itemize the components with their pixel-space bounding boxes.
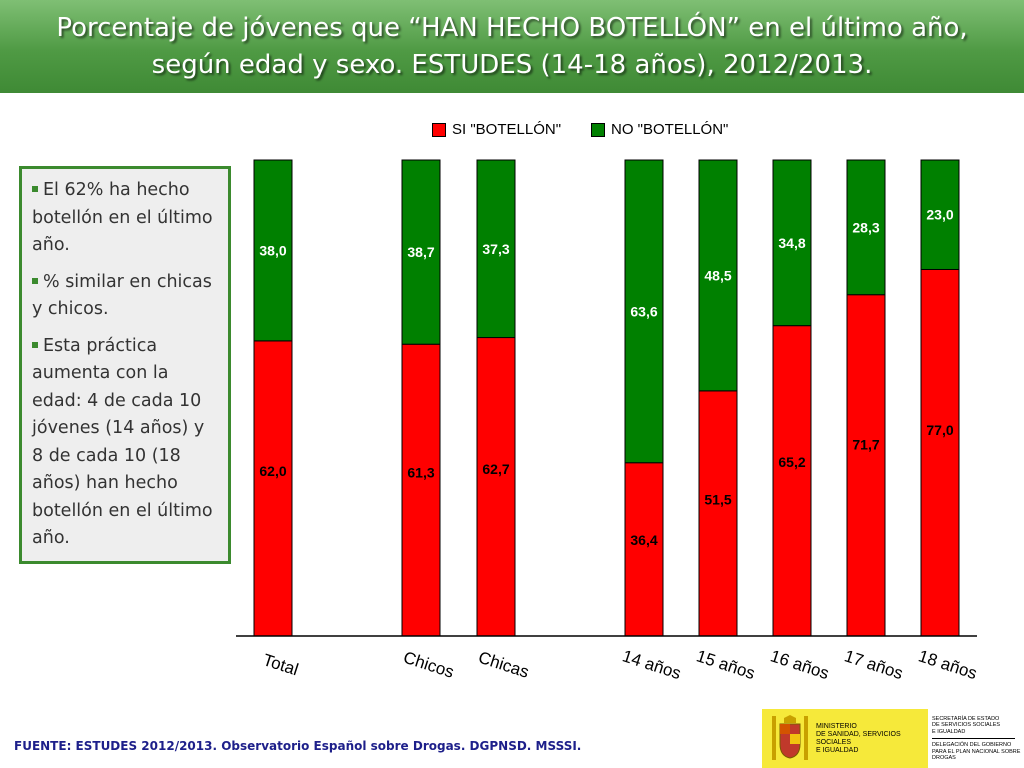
category-label: Total xyxy=(261,650,301,679)
bar-si xyxy=(624,462,664,637)
category-label: 14 años xyxy=(620,646,683,683)
legend-swatch-si xyxy=(432,122,446,137)
bar-no xyxy=(772,159,812,327)
data-label-si: 71,7 xyxy=(852,436,879,452)
bar-no xyxy=(476,159,516,339)
bar-si xyxy=(401,343,441,637)
bar-si xyxy=(846,294,886,637)
data-label-si: 65,2 xyxy=(778,454,805,470)
data-label-no: 38,7 xyxy=(407,244,434,260)
data-label-no: 34,8 xyxy=(778,235,805,251)
legend-swatch-no xyxy=(591,122,606,137)
data-label-no: 37,3 xyxy=(482,241,509,257)
bullet-item: El 62% ha hecho botellón en el último añ… xyxy=(32,180,213,255)
square-bullet-icon xyxy=(32,341,38,348)
category-label: 17 años xyxy=(842,646,905,683)
bullet-item: Esta práctica aumenta con la edad: 4 de … xyxy=(32,335,213,548)
legend-item-no: NO "BOTELLÓN" xyxy=(591,121,728,138)
category-label: 18 años xyxy=(916,646,979,683)
summary-box: El 62% ha hecho botellón en el último añ… xyxy=(19,166,231,564)
data-label-si: 62,0 xyxy=(259,463,286,479)
data-label-si: 61,3 xyxy=(407,465,434,481)
bullet-item: % similar en chicas y chicos. xyxy=(32,271,212,319)
square-bullet-icon xyxy=(32,277,38,284)
bar-no xyxy=(624,159,664,464)
chart-legend: SI "BOTELLÓN" NO "BOTELLÓN" xyxy=(432,121,758,138)
ministry-name: MINISTERIO DE SANIDAD, SERVICIOS SOCIALE… xyxy=(816,722,901,754)
category-label: 16 años xyxy=(768,646,831,683)
bar-no xyxy=(253,159,293,342)
bar-no xyxy=(846,159,886,296)
data-label-no: 23,0 xyxy=(926,207,953,223)
data-label-si: 77,0 xyxy=(926,422,953,438)
data-label-no: 38,0 xyxy=(259,242,286,258)
bar-no xyxy=(920,159,960,270)
ministry-logo: MINISTERIO DE SANIDAD, SERVICIOS SOCIALE… xyxy=(762,709,1024,768)
bar-si xyxy=(476,337,516,637)
square-bullet-icon xyxy=(32,186,38,192)
bar-no xyxy=(401,159,441,345)
coat-of-arms-icon xyxy=(772,714,808,760)
bar-si xyxy=(698,390,738,637)
source-note: FUENTE: ESTUDES 2012/2013. Observatorio … xyxy=(14,739,582,753)
category-label: 15 años xyxy=(694,646,757,683)
bar-si xyxy=(772,325,812,637)
page-title: Porcentaje de jóvenes que “HAN HECHO BOT… xyxy=(56,12,968,80)
data-label-no: 28,3 xyxy=(852,219,879,235)
data-label-si: 51,5 xyxy=(704,491,731,507)
legend-label-no: NO "BOTELLÓN" xyxy=(611,121,729,138)
legend-item-si: SI "BOTELLÓN" xyxy=(432,121,561,138)
data-label-no: 48,5 xyxy=(704,267,731,283)
data-label-si: 36,4 xyxy=(630,532,657,548)
data-label-si: 62,7 xyxy=(482,461,509,477)
category-label: Chicos xyxy=(401,648,456,682)
title-bar: Porcentaje de jóvenes que “HAN HECHO BOT… xyxy=(0,0,1024,93)
bar-si xyxy=(253,340,293,637)
legend-label-si: SI "BOTELLÓN" xyxy=(452,121,562,138)
data-label-no: 63,6 xyxy=(630,303,657,319)
category-label: Chicas xyxy=(476,648,531,682)
bar-no xyxy=(698,159,738,392)
logo-divider xyxy=(932,738,1015,739)
bar-si xyxy=(920,268,960,637)
ministry-departments: SECRETARÍA DE ESTADO DE SERVICIOS SOCIAL… xyxy=(928,709,1024,768)
